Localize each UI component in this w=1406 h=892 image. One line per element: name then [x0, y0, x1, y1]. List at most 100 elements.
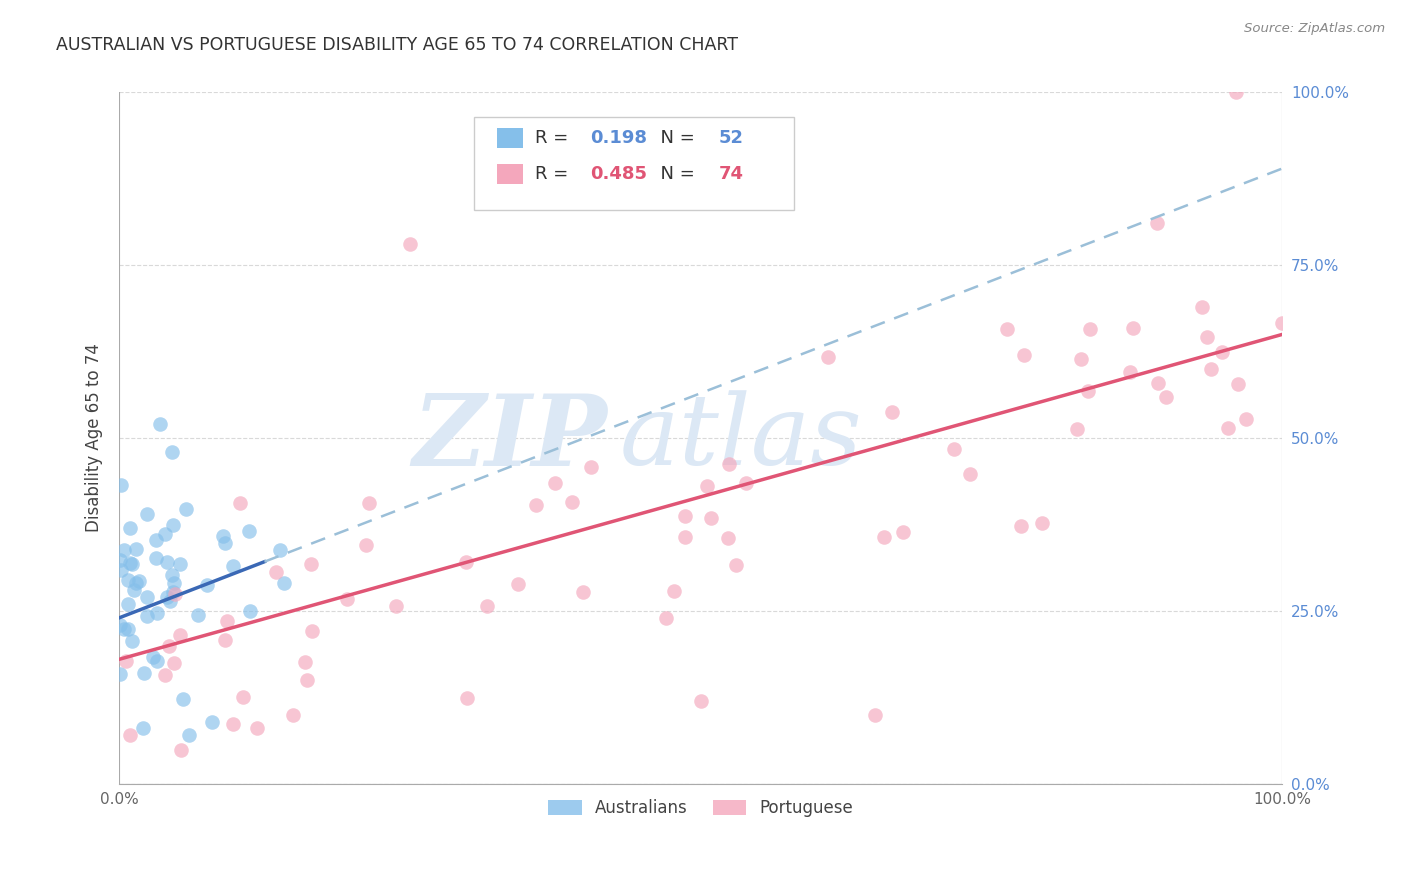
Point — [1070, 351, 1092, 366]
Point — [1078, 322, 1101, 336]
Point — [145, 533, 167, 547]
Point — [153, 526, 176, 541]
Point — [118, 556, 141, 570]
Point — [1226, 377, 1249, 392]
Point — [654, 611, 676, 625]
Point — [1199, 362, 1222, 376]
Text: ZIP: ZIP — [413, 390, 607, 486]
Point — [295, 673, 318, 687]
Point — [1077, 384, 1099, 398]
Point — [1216, 421, 1239, 435]
Point — [136, 608, 159, 623]
Point — [136, 508, 159, 522]
Point — [399, 237, 422, 252]
Point — [995, 322, 1018, 336]
Point — [121, 557, 143, 571]
Point — [882, 405, 904, 419]
Text: atlas: atlas — [620, 391, 862, 486]
Point — [156, 590, 179, 604]
Text: 52: 52 — [718, 129, 744, 147]
Point — [1119, 365, 1142, 379]
Point — [673, 530, 696, 544]
Point — [943, 442, 966, 457]
Point — [699, 511, 721, 525]
Point — [121, 633, 143, 648]
Text: Source: ZipAtlas.com: Source: ZipAtlas.com — [1244, 22, 1385, 36]
Point — [124, 575, 146, 590]
Point — [1066, 422, 1088, 436]
Point — [222, 559, 245, 574]
FancyBboxPatch shape — [498, 163, 523, 185]
Point — [269, 542, 291, 557]
Text: N =: N = — [648, 165, 700, 183]
Point — [724, 558, 747, 572]
Point — [301, 624, 323, 638]
Point — [456, 691, 478, 706]
Point — [153, 667, 176, 681]
Point — [273, 576, 295, 591]
FancyBboxPatch shape — [474, 117, 794, 210]
Point — [689, 694, 711, 708]
Point — [177, 728, 200, 742]
Point — [145, 654, 167, 668]
Point — [1234, 412, 1257, 426]
Point — [169, 557, 191, 571]
Text: AUSTRALIAN VS PORTUGUESE DISABILITY AGE 65 TO 74 CORRELATION CHART: AUSTRALIAN VS PORTUGUESE DISABILITY AGE … — [56, 36, 738, 54]
Point — [893, 525, 915, 540]
Point — [718, 457, 741, 471]
Point — [118, 521, 141, 535]
Point — [385, 599, 408, 614]
Point — [195, 577, 218, 591]
Point — [1031, 516, 1053, 530]
Point — [506, 577, 529, 591]
Point — [163, 656, 186, 670]
Point — [281, 708, 304, 723]
Point — [1197, 330, 1219, 344]
Point — [112, 622, 135, 636]
Point — [662, 584, 685, 599]
Point — [134, 666, 156, 681]
Point — [673, 508, 696, 523]
Point — [169, 743, 191, 757]
Text: R =: R = — [534, 165, 574, 183]
Point — [1012, 347, 1035, 361]
Point — [163, 575, 186, 590]
Point — [145, 551, 167, 566]
Point — [475, 599, 498, 613]
Point — [149, 417, 172, 432]
Point — [131, 722, 153, 736]
Point — [160, 445, 183, 459]
Point — [162, 585, 184, 599]
Point — [873, 530, 896, 544]
Text: N =: N = — [648, 129, 700, 147]
Point — [110, 553, 132, 567]
Point — [717, 531, 740, 545]
Point — [114, 654, 136, 668]
Point — [122, 583, 145, 598]
Point — [214, 535, 236, 549]
Point — [214, 632, 236, 647]
Point — [110, 618, 132, 632]
Point — [817, 351, 839, 365]
Point — [159, 594, 181, 608]
Text: R =: R = — [534, 129, 574, 147]
Point — [146, 606, 169, 620]
Point — [336, 592, 359, 607]
Point — [110, 478, 132, 492]
Point — [212, 529, 235, 543]
Point — [1147, 376, 1170, 390]
Point — [187, 608, 209, 623]
Point — [239, 604, 262, 618]
Point — [118, 728, 141, 742]
Point — [543, 475, 565, 490]
Point — [201, 714, 224, 729]
Point — [117, 598, 139, 612]
Point — [735, 475, 758, 490]
Point — [246, 721, 269, 735]
Point — [238, 524, 260, 539]
Point — [359, 496, 381, 510]
Point — [160, 568, 183, 582]
Point — [959, 467, 981, 482]
Point — [169, 628, 191, 642]
Point — [579, 459, 602, 474]
